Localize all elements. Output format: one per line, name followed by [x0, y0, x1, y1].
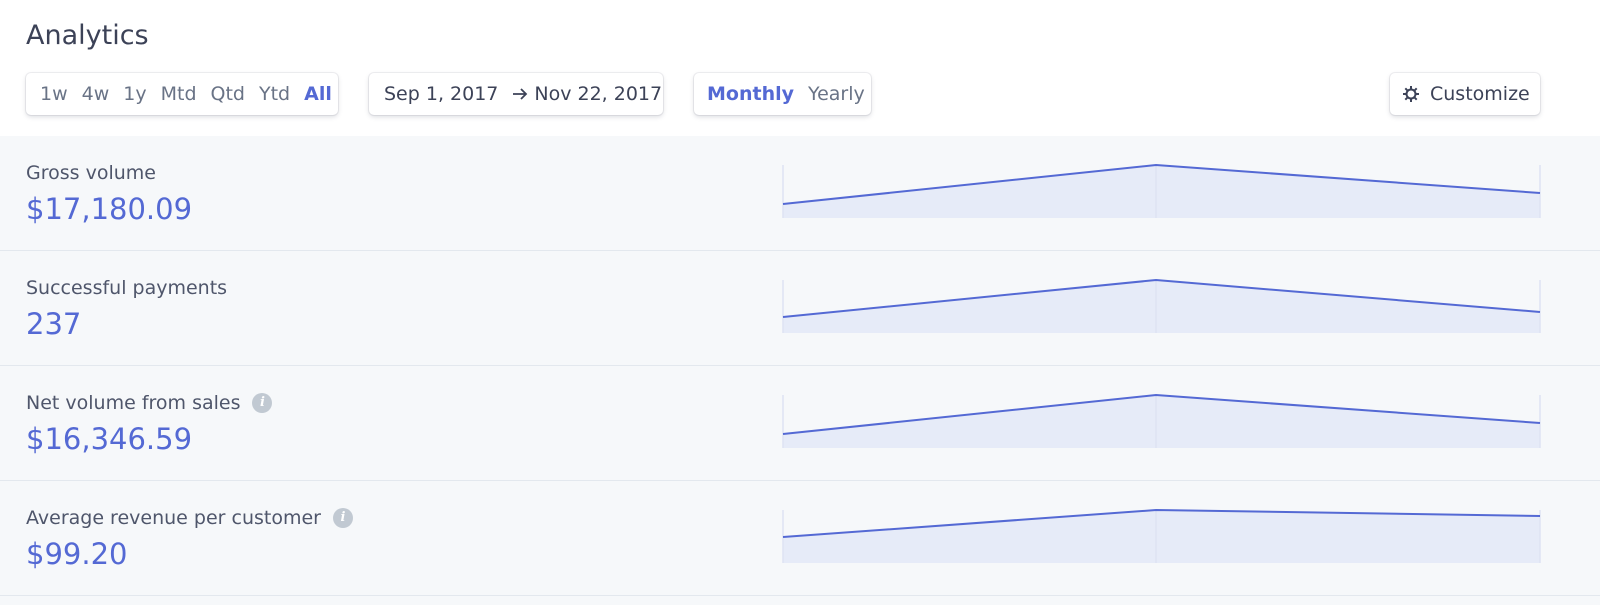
header: Analytics 1w 4w 1y Mtd Qtd Ytd All Sep 1…	[0, 0, 1600, 136]
metric-value: $17,180.09	[26, 192, 193, 226]
range-option[interactable]: Ytd	[259, 83, 291, 105]
sparkline	[782, 163, 1541, 218]
range-option[interactable]: Qtd	[210, 83, 245, 105]
sparkline	[782, 508, 1541, 563]
range-option[interactable]: All	[304, 83, 332, 105]
sparkline	[782, 393, 1541, 448]
date-start: Sep 1, 2017	[384, 83, 499, 105]
metric-label-text: Gross volume	[26, 162, 156, 184]
metric-value: $16,346.59	[26, 422, 193, 456]
metric-value: 237	[26, 307, 82, 341]
metric-label-text: Successful payments	[26, 277, 228, 299]
date-end: Nov 22, 2017	[534, 83, 663, 105]
metric-label: Gross volume	[26, 162, 156, 184]
interval-selector: Monthly Yearly	[694, 73, 871, 115]
metric-row[interactable]: Net volume from sales i $16,346.59	[0, 366, 1600, 481]
interval-option[interactable]: Monthly	[707, 83, 794, 105]
range-option[interactable]: 1y	[123, 83, 147, 105]
metric-label: Net volume from sales i	[26, 392, 273, 414]
date-range[interactable]: Sep 1, 2017 Nov 22, 2017	[369, 73, 663, 115]
range-option[interactable]: 1w	[40, 83, 68, 105]
metric-row[interactable]: Successful payments 237	[0, 251, 1600, 366]
metric-value: $99.20	[26, 537, 128, 571]
range-selector: 1w 4w 1y Mtd Qtd Ytd All	[26, 73, 338, 115]
metric-label: Successful payments	[26, 277, 227, 299]
range-option[interactable]: 4w	[81, 83, 110, 105]
metric-label: Average revenue per customer i	[26, 507, 353, 529]
customize-label: Customize	[1430, 83, 1530, 105]
arrow-icon	[513, 88, 528, 100]
info-icon[interactable]: i	[252, 393, 273, 413]
info-icon[interactable]: i	[332, 508, 353, 528]
interval-option[interactable]: Yearly	[808, 83, 865, 105]
gear-icon	[1403, 86, 1419, 102]
customize-button[interactable]: Customize	[1390, 73, 1540, 115]
metric-label-text: Average revenue per customer	[26, 507, 321, 529]
metric-row[interactable]: Gross volume $17,180.09	[0, 136, 1600, 251]
page-title: Analytics	[26, 20, 149, 51]
sparkline	[782, 278, 1541, 333]
metric-row[interactable]: Average revenue per customer i $99.20	[0, 481, 1600, 596]
metric-label-text: Net volume from sales	[26, 392, 241, 414]
range-option[interactable]: Mtd	[160, 83, 197, 105]
